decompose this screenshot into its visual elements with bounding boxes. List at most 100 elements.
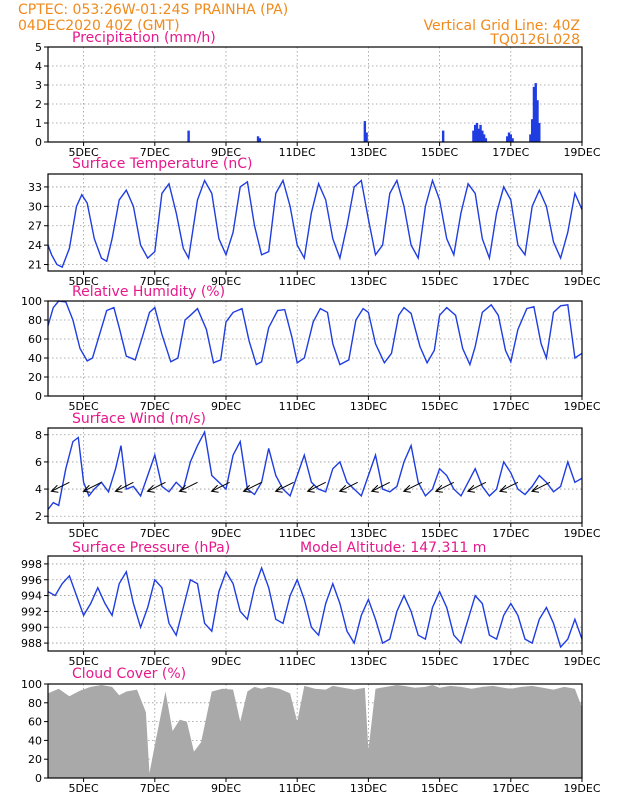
x-tick-label: 17DEC [492, 782, 529, 795]
wind-direction-arrow [499, 481, 519, 492]
x-tick-label: 15DEC [421, 782, 458, 795]
precipitation-bar [256, 136, 260, 142]
panel-surface-temperature: Surface Temperature (nC) 21 24 27 30 33 5DEC 7… [28, 156, 601, 288]
precipitation-bar [509, 134, 512, 142]
pressure-title: Surface Pressure (hPa) [72, 540, 230, 556]
x-tick-label: 13DEC [350, 655, 387, 668]
x-tick-label: 15DEC [421, 527, 458, 540]
y-tick-label: 3 [35, 79, 42, 92]
y-tick-label: 24 [28, 239, 42, 252]
x-tick-label: 15DEC [421, 275, 458, 288]
precipitation-bar [472, 130, 475, 142]
x-tick-label: 13DEC [350, 275, 387, 288]
panel-surface-pressure: Surface Pressure (hPa) Model Altitude: 1… [21, 540, 601, 668]
wind-arrow-head [114, 484, 123, 493]
wind-arrow-head [50, 484, 59, 493]
precipitation-bar [479, 124, 482, 142]
x-tick-label: 19DEC [563, 655, 600, 668]
precipitation-bar [363, 121, 367, 142]
wind-direction-arrow [243, 481, 262, 492]
y-tick-label: 33 [28, 181, 42, 194]
x-tick-label: 11DEC [279, 275, 316, 288]
model-altitude-label: Model Altitude: 147.311 m [300, 540, 486, 556]
x-tick-label: 11DEC [279, 655, 316, 668]
precipitation-bar [258, 138, 262, 142]
y-tick-label: 5 [35, 41, 42, 54]
x-tick-label: 19DEC [563, 400, 600, 413]
panel-surface-wind: Surface Wind (m/s) 2 4 6 8 5DEC 7DEC 9DEC 11DEC… [35, 411, 601, 540]
y-tick-label: 0 [35, 390, 42, 403]
wind-arrow-head [466, 484, 475, 493]
x-tick-label: 7DEC [140, 275, 170, 288]
x-tick-label: 19DEC [563, 782, 600, 795]
precipitation-bar [441, 130, 445, 142]
wind-arrow-head [434, 484, 443, 493]
temp-series-line [47, 178, 583, 269]
y-tick-label: 60 [28, 333, 42, 346]
header-station: CPTEC: 053:26W-01:24S PRAINHA (PA) [18, 2, 288, 18]
precipitation-bar [187, 130, 190, 142]
pressure-series-line [47, 565, 583, 649]
panel-precipitation: Precipitation (mm/h) 0 1 2 3 4 5 5DEC 7DEC 9DEC 1… [35, 30, 601, 159]
pressure-plot: 988 990 992 994 996 998 5DEC 7DEC 9DEC 11DEC 13DEC… [21, 555, 601, 668]
x-tick-label: 11DEC [279, 400, 316, 413]
wind-direction-arrow [83, 481, 102, 492]
wind-arrow-head [498, 484, 507, 493]
humidity-plot: 0 20 40 60 80 100 5DEC 7DEC 9DEC 11DEC 13DEC 15DEC 1… [21, 295, 601, 413]
y-tick-label: 100 [21, 295, 42, 308]
x-tick-label: 5DEC [69, 655, 99, 668]
x-tick-label: 17DEC [492, 275, 529, 288]
wind-series-line [47, 429, 583, 510]
wind-direction-arrow [147, 481, 166, 492]
y-tick-label: 998 [21, 558, 42, 571]
wind-arrow-head [530, 484, 540, 493]
humidity-title: Relative Humidity (%) [72, 284, 225, 300]
y-tick-label: 8 [35, 429, 42, 442]
y-tick-label: 2 [35, 510, 42, 523]
x-tick-label: 9DEC [211, 782, 241, 795]
y-tick-label: 6 [35, 456, 42, 469]
panel-cloud-cover: Cloud Cover (%) 0 20 40 60 80 100 5DEC 7DEC 9DEC… [21, 666, 601, 795]
precipitation-bar [482, 134, 486, 142]
plot-frame [47, 555, 583, 652]
y-tick-label: 992 [21, 605, 42, 618]
wind-arrow-head [402, 484, 411, 493]
x-tick-label: 19DEC [563, 146, 600, 159]
x-tick-label: 17DEC [492, 146, 529, 159]
x-tick-label: 7DEC [140, 527, 170, 540]
wind-direction-arrow [467, 481, 487, 492]
y-tick-label: 21 [28, 259, 42, 272]
y-tick-label: 4 [35, 483, 42, 496]
x-tick-label: 7DEC [140, 782, 170, 795]
y-tick-label: 2 [35, 98, 42, 111]
x-tick-label: 9DEC [211, 275, 241, 288]
x-tick-label: 17DEC [492, 655, 529, 668]
x-tick-label: 5DEC [69, 400, 99, 413]
x-tick-label: 5DEC [69, 782, 99, 795]
y-tick-label: 20 [28, 753, 42, 766]
cloud-cover-area [48, 684, 582, 778]
wind-direction-arrow [179, 481, 198, 492]
wind-direction-arrow [371, 481, 390, 492]
wind-plot: 2 4 6 8 5DEC 7DEC 9DEC 11DEC 13DEC 15DEC 17DEC 19DE… [35, 427, 601, 540]
y-tick-label: 1 [35, 117, 42, 130]
x-tick-label: 19DEC [563, 275, 600, 288]
wind-direction-arrow [51, 481, 70, 492]
x-tick-label: 13DEC [350, 146, 387, 159]
precipitation-plot: 0 1 2 3 4 5 5DEC 7DEC 9DEC 11DEC 13DEC 15DEC 17DEC 19… [35, 41, 601, 159]
y-tick-label: 80 [28, 314, 42, 327]
y-tick-label: 4 [35, 60, 42, 73]
y-tick-label: 80 [28, 697, 42, 710]
precipitation-bar [484, 138, 488, 142]
header-vertical-grid-line: Vertical Grid Line: 40Z [424, 18, 580, 34]
precipitation-bar [474, 124, 477, 142]
header-date: 04DEC2020 40Z (GMT) [18, 18, 180, 34]
wind-arrow-head [82, 484, 91, 493]
x-tick-label: 13DEC [350, 782, 387, 795]
y-tick-label: 27 [28, 220, 42, 233]
y-tick-label: 60 [28, 716, 42, 729]
x-tick-label: 15DEC [421, 146, 458, 159]
wind-arrow-head [370, 484, 379, 493]
x-tick-label: 17DEC [492, 527, 529, 540]
